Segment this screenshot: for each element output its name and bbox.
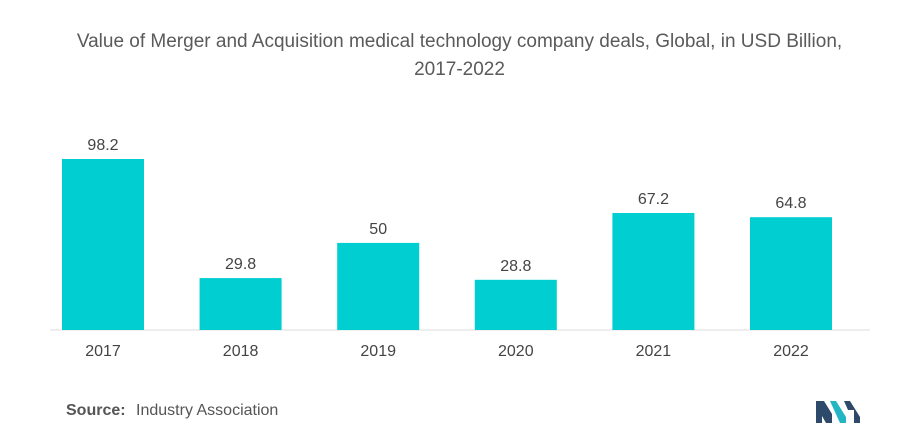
data-label-2019: 50: [369, 221, 387, 238]
source-text: Industry Association: [136, 402, 279, 419]
chart-title: Value of Merger and Acquisition medical …: [0, 28, 919, 84]
bar-2021: [612, 213, 695, 330]
data-label-2022: 64.8: [775, 195, 806, 212]
bar-2020: [474, 279, 557, 330]
chart-title-line2: 2017-2022: [414, 59, 505, 80]
data-label-2021: 67.2: [638, 191, 669, 208]
bar-2019: [337, 242, 420, 330]
source-note: Source: Industry Association: [66, 402, 278, 420]
data-label-2018: 29.8: [225, 256, 256, 273]
data-label-2020: 28.8: [500, 258, 531, 275]
x-tick-label-2019: 2019: [360, 343, 396, 360]
bar-2022: [750, 217, 832, 330]
data-label-2017: 98.2: [87, 137, 118, 154]
logo-left-stroke: [816, 401, 832, 423]
chart-title-line1: Value of Merger and Acquisition medical …: [76, 31, 843, 52]
source-label: Source:: [66, 402, 126, 419]
x-tick-label-2020: 2020: [498, 343, 534, 360]
logo-right-stroke: [844, 401, 860, 423]
logo-middle-stroke: [830, 401, 846, 423]
x-tick-label-2021: 2021: [636, 343, 672, 360]
brand-logo: [816, 401, 860, 423]
x-tick-label-2018: 2018: [223, 343, 259, 360]
bar-2018: [199, 278, 282, 330]
x-tick-label-2022: 2022: [773, 343, 809, 360]
x-tick-label-2017: 2017: [85, 343, 121, 360]
bar-2017: [62, 159, 144, 330]
